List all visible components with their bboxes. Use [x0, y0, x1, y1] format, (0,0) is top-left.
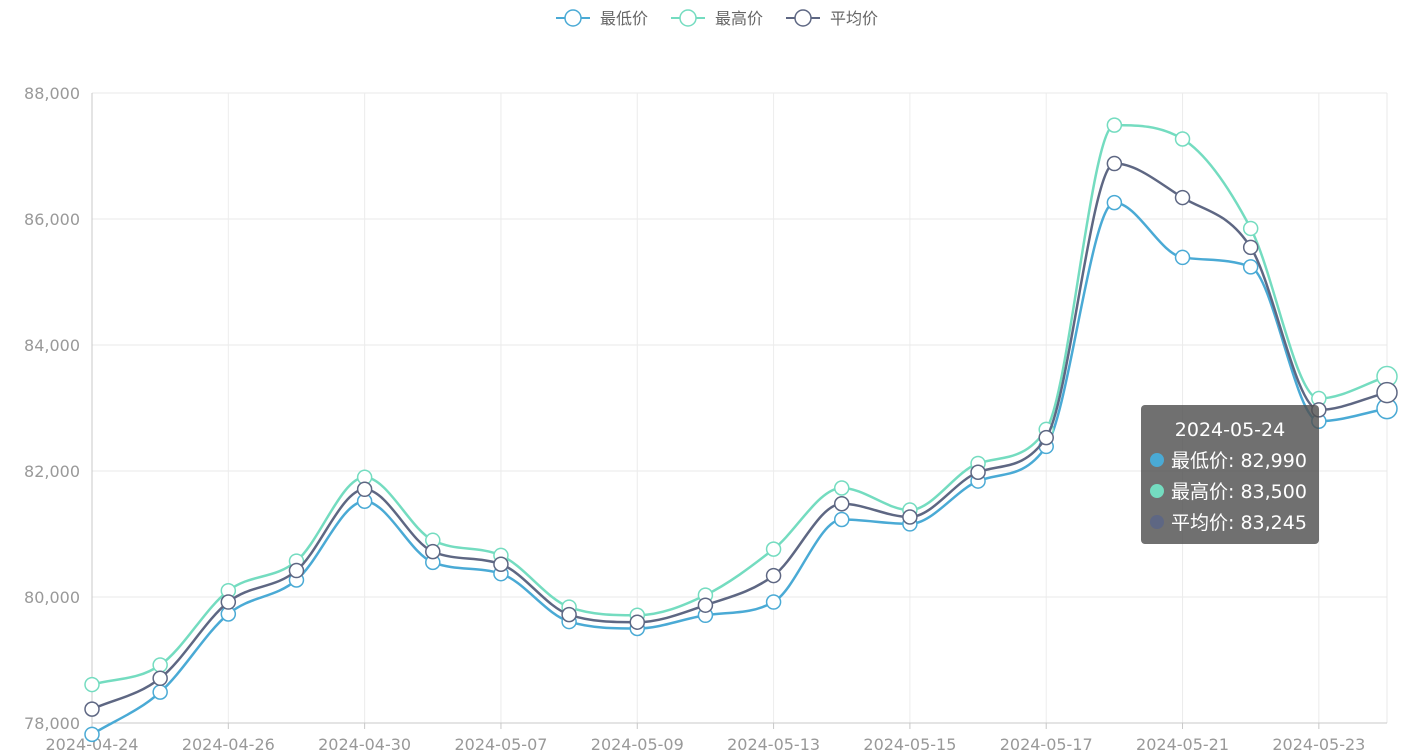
series-line-2	[91, 123, 1388, 686]
legend-label-2[interactable]: 最高价	[715, 9, 763, 28]
legend[interactable]: 最低价 最高价 平均价	[556, 9, 878, 28]
data-point[interactable]	[970, 464, 986, 481]
data-point[interactable]	[1174, 131, 1191, 147]
data-point[interactable]	[288, 562, 305, 579]
x-tick-label: 2024-05-21	[1136, 735, 1229, 754]
data-point[interactable]	[833, 480, 850, 496]
legend-marker-1[interactable]	[564, 9, 582, 27]
data-point[interactable]	[152, 670, 168, 687]
legend-label-1[interactable]: 最低价	[600, 9, 648, 28]
axes: 78,000 80,000 82,000 84,000 86,000 88,000 2024…	[24, 84, 1387, 754]
x-tick-label: 2024-04-30	[318, 735, 411, 754]
y-tick-label: 84,000	[24, 336, 80, 355]
y-tick-label: 78,000	[24, 714, 80, 733]
data-point[interactable]	[220, 594, 237, 610]
data-point[interactable]	[1174, 189, 1191, 206]
x-tick-label: 2024-04-26	[182, 735, 275, 754]
data-point[interactable]	[765, 594, 782, 610]
data-point[interactable]	[1242, 220, 1259, 237]
y-tick-label: 88,000	[24, 84, 80, 103]
data-point[interactable]	[493, 556, 509, 572]
data-point[interactable]	[356, 481, 373, 498]
data-point[interactable]	[1106, 194, 1123, 211]
data-point[interactable]	[1242, 259, 1259, 275]
x-tick-label: 2024-05-09	[591, 735, 684, 754]
data-point[interactable]	[902, 509, 918, 525]
data-point[interactable]	[833, 496, 850, 512]
legend-marker-2[interactable]	[679, 9, 697, 27]
data-point[interactable]	[84, 676, 100, 693]
data-point[interactable]	[152, 684, 168, 700]
series-lines	[84, 117, 1398, 743]
tooltip-marker	[1150, 453, 1164, 467]
tooltip-marker	[1150, 515, 1164, 529]
data-point[interactable]	[84, 701, 100, 717]
x-tick-label: 2024-05-07	[454, 735, 547, 754]
data-point[interactable]	[1242, 239, 1259, 256]
x-tick-label: 2024-04-24	[46, 735, 139, 754]
x-tick-label: 2024-05-13	[727, 735, 820, 754]
tooltip-title: 2024-05-24	[1175, 419, 1285, 441]
data-point[interactable]	[1106, 117, 1123, 133]
data-point[interactable]	[697, 597, 714, 613]
y-tick-label: 80,000	[24, 588, 80, 607]
tooltip-row: 最高价: 83,500	[1171, 481, 1307, 503]
data-point[interactable]	[561, 606, 577, 623]
x-tick-label: 2024-05-15	[863, 735, 956, 754]
y-tick-label: 82,000	[24, 462, 80, 481]
tooltip-row: 平均价: 83,245	[1171, 512, 1307, 534]
data-point[interactable]	[84, 726, 100, 743]
legend-marker-3[interactable]	[794, 9, 812, 27]
y-tick-label: 86,000	[24, 210, 80, 229]
tooltip-marker	[1150, 484, 1164, 498]
x-tick-label: 2024-05-17	[1000, 735, 1093, 754]
data-point[interactable]	[1174, 249, 1191, 266]
data-point[interactable]	[1038, 429, 1054, 446]
legend-label-3[interactable]: 平均价	[830, 9, 878, 28]
x-tick-label: 2024-05-23	[1272, 735, 1365, 754]
tooltip-box	[1141, 405, 1319, 544]
data-point[interactable]	[1376, 381, 1398, 404]
data-point[interactable]	[765, 567, 782, 584]
data-point[interactable]	[152, 657, 168, 673]
data-point[interactable]	[765, 541, 782, 557]
tooltip-row: 最低价: 82,990	[1171, 450, 1307, 472]
data-point[interactable]	[833, 511, 850, 528]
data-point[interactable]	[1106, 155, 1123, 172]
data-point[interactable]	[629, 614, 646, 630]
tooltip: 2024-05-24 最低价: 82,990 最高价: 83,500 平均价: 83,…	[1141, 405, 1319, 544]
data-point[interactable]	[425, 543, 441, 560]
